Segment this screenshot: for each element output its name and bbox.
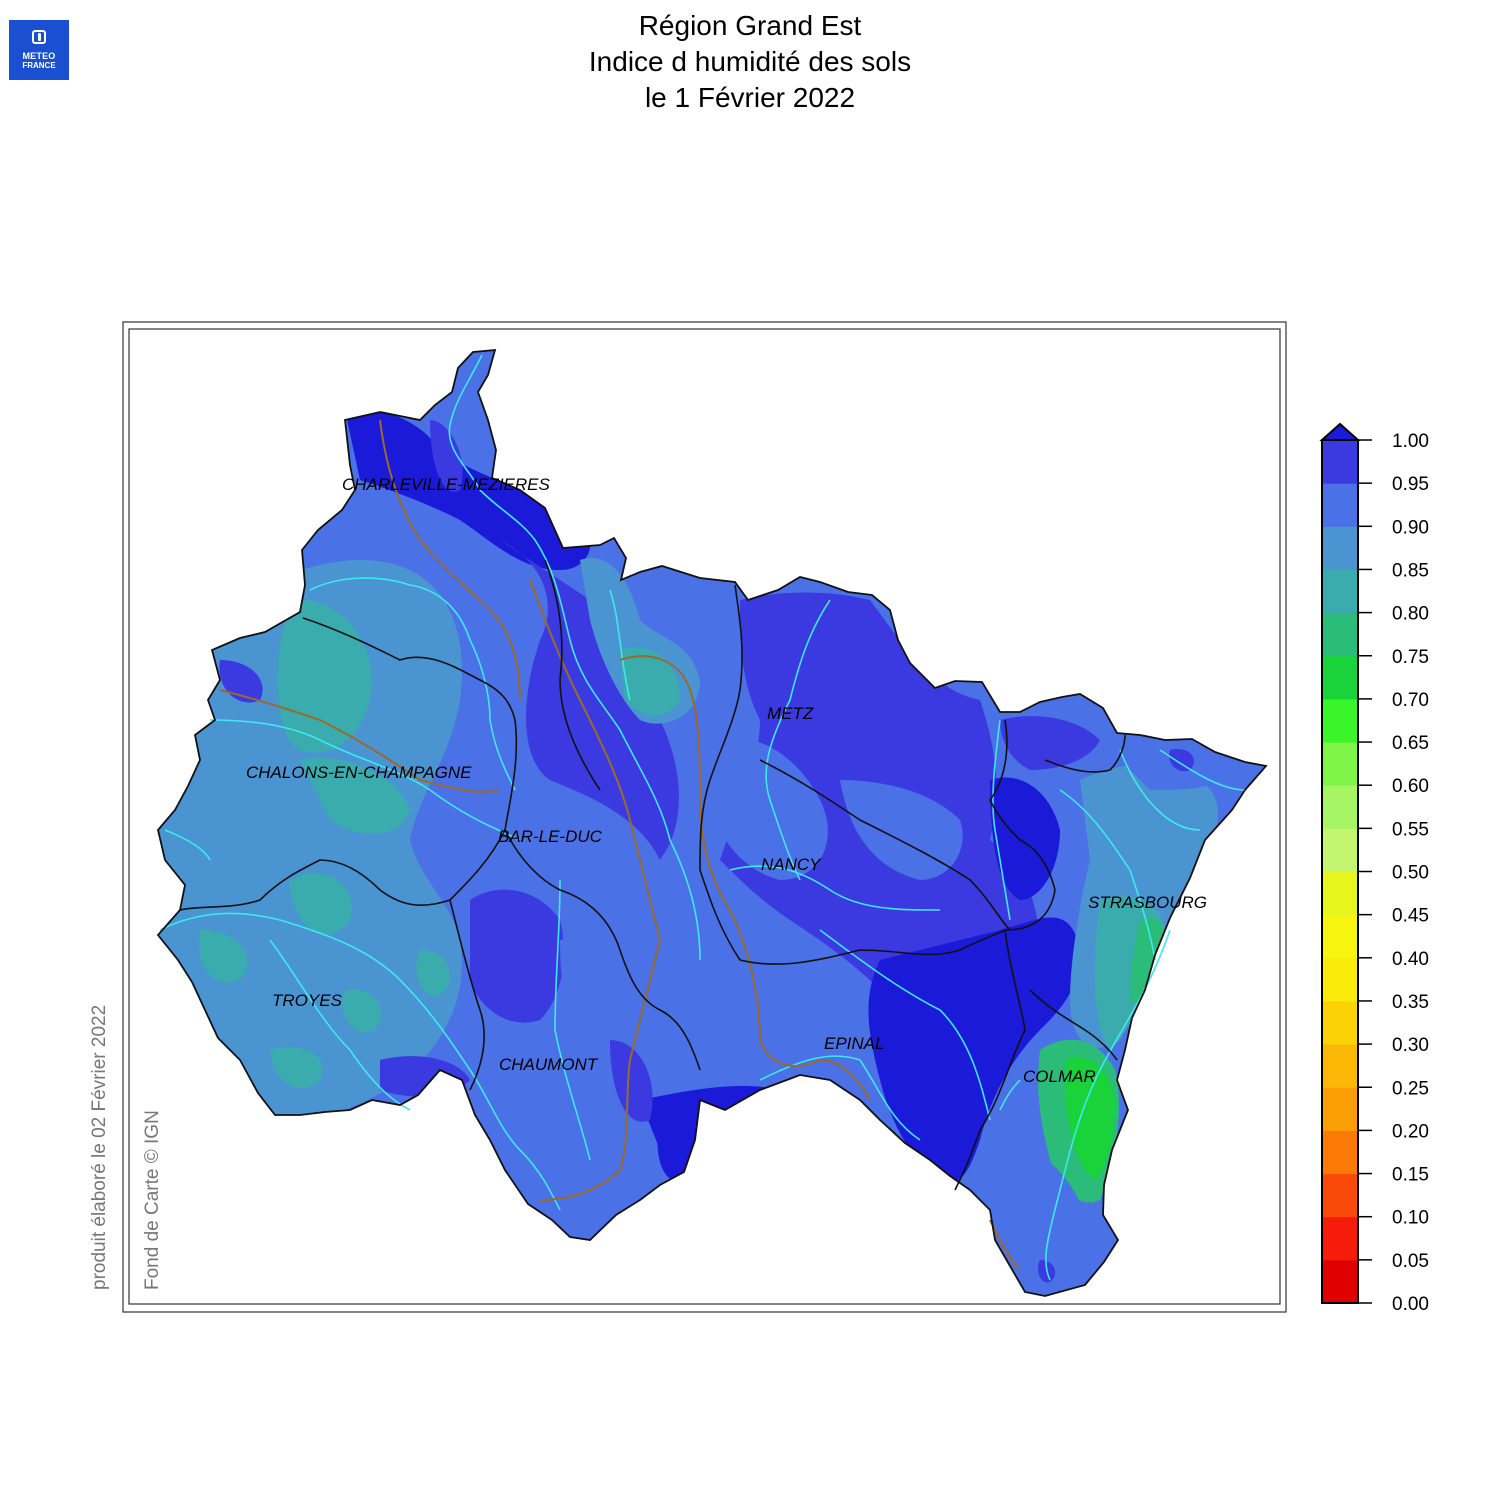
title-line2: Indice d humidité des sols [588, 46, 912, 77]
legend-tick-label: 0.90 [1392, 517, 1429, 538]
city-label-epinal: EPINAL [824, 1034, 884, 1053]
legend-bin [1322, 569, 1358, 614]
production-date-note: produit élaboré le 02 Février 2022 [89, 1005, 110, 1290]
legend-bin [1322, 1044, 1358, 1088]
regional-boundary [219, 419, 1021, 1271]
basemap-credit: Fond de Carte © IGN [142, 1110, 163, 1290]
region-outline [156, 348, 1268, 1297]
legend-tick-label: 0.30 [1392, 1035, 1429, 1056]
title-line1: Région Grand Est [638, 10, 862, 41]
legend-tick-label: 0.25 [1392, 1078, 1429, 1099]
legend-tick-label: 0.35 [1392, 992, 1429, 1013]
legend-bin [1322, 1000, 1358, 1045]
legend-tick-label: 0.70 [1392, 690, 1429, 711]
legend-tick-label: 0.95 [1392, 474, 1429, 495]
legend-bin [1322, 914, 1358, 959]
legend-bin [1322, 1130, 1358, 1175]
legend-tick-label: 0.05 [1392, 1251, 1429, 1272]
meteo-france-logo: METEO FRANCE [9, 20, 69, 80]
legend-bin [1322, 1216, 1358, 1261]
legend-bin [1322, 957, 1358, 1002]
title-line3: le 1 Février 2022 [644, 82, 856, 113]
legend-tick-label: 0.45 [1392, 906, 1429, 927]
meteo-france-logo-icon [32, 30, 46, 44]
legend-bin [1322, 1173, 1358, 1218]
map-frame [122, 321, 1287, 1313]
city-label-charleville: CHARLEVILLE-MEZIERES [342, 475, 550, 494]
city-label-strasbourg: STRASBOURG [1088, 893, 1207, 912]
legend-tick-label: 0.50 [1392, 863, 1429, 884]
legend-overflow-arrow [1319, 422, 1361, 441]
legend-tick-label: 0.55 [1392, 819, 1429, 840]
legend-bin [1322, 871, 1358, 916]
legend-bin [1322, 1259, 1358, 1304]
city-label-chalons: CHALONS-EN-CHAMPAGNE [246, 763, 472, 782]
legend-bin [1322, 785, 1358, 829]
department-borders [179, 559, 1126, 1191]
city-label-barleduc: BAR-LE-DUC [498, 827, 603, 846]
city-label-chaumont: CHAUMONT [499, 1055, 599, 1074]
legend-ticks: 0.00 0.05 0.10 0.15 0.20 0.25 0.30 0.35 0.40 0.45… [1358, 431, 1429, 1315]
legend-tick-label: 0.65 [1392, 733, 1429, 754]
legend-bin [1322, 612, 1358, 657]
legend-tick-label: 0.60 [1392, 776, 1429, 797]
city-label-colmar: COLMAR [1023, 1067, 1096, 1086]
city-label-nancy: NANCY [761, 855, 822, 874]
city-labels: CHARLEVILLE-MEZIERES METZ CHALONS-EN-CHA… [246, 475, 1207, 1086]
legend-tick-label: 1.00 [1392, 431, 1429, 452]
legend-bin [1322, 742, 1358, 786]
legend-tick-label: 0.80 [1392, 604, 1429, 625]
logo-text-line2: FRANCE [22, 61, 56, 70]
legend-bin [1322, 483, 1358, 527]
legend-bin [1322, 526, 1358, 570]
logo-text-line1: METEO [22, 51, 56, 61]
legend-tick-label: 0.00 [1392, 1294, 1429, 1315]
legend-bin [1322, 698, 1358, 743]
legend-tick-label: 0.85 [1392, 560, 1429, 581]
legend-bin [1322, 440, 1358, 484]
legend-tick-label: 0.20 [1392, 1121, 1429, 1142]
city-label-metz: METZ [767, 704, 814, 723]
legend-bin [1322, 828, 1358, 872]
legend-bins [1322, 440, 1358, 1304]
city-label-troyes: TROYES [272, 991, 343, 1010]
legend-tick-label: 0.75 [1392, 647, 1429, 668]
legend-tick-label: 0.15 [1392, 1165, 1429, 1186]
legend-tick-label: 0.40 [1392, 949, 1429, 970]
legend-tick-label: 0.10 [1392, 1208, 1429, 1229]
rivers [159, 354, 1246, 1281]
legend-bin [1322, 655, 1358, 700]
color-legend: 0.00 0.05 0.10 0.15 0.20 0.25 0.30 0.35 0.40 0.45… [1319, 422, 1429, 1315]
legend-bin [1322, 1087, 1358, 1131]
